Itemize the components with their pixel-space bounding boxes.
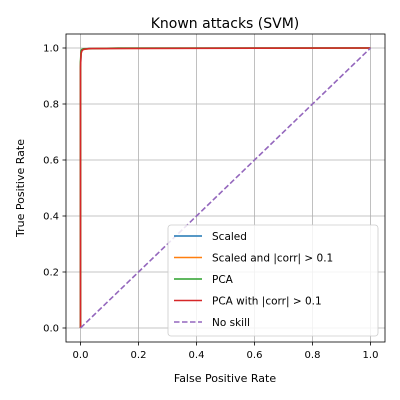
series-line-4 xyxy=(79,47,371,328)
x-tick-label: 0.8 xyxy=(305,350,321,361)
x-tick-label: 1.0 xyxy=(363,350,379,361)
x-axis-label: False Positive Rate xyxy=(174,372,276,385)
y-tick-label: 0.0 xyxy=(43,324,59,335)
chart-title: Known attacks (SVM) xyxy=(151,16,300,32)
legend-label-1: Scaled xyxy=(212,231,247,243)
x-tick-label: 0.6 xyxy=(247,350,263,361)
y-tick-label: 0.2 xyxy=(43,268,59,279)
y-axis-label: True Positive Rate xyxy=(14,139,27,238)
y-tick-label: 1.0 xyxy=(43,44,59,55)
x-tick-label: 0.4 xyxy=(189,350,205,361)
y-tick-label: 0.4 xyxy=(43,212,59,223)
legend-label-4: PCA with |corr| > 0.1 xyxy=(212,296,322,308)
series-lines xyxy=(79,47,372,329)
legend-label-5: No skill xyxy=(212,317,250,329)
y-tick-label: 0.8 xyxy=(43,100,59,111)
x-tick-label: 0.0 xyxy=(73,350,89,361)
ticks: 0.0 0.2 0.4 0.6 0.8 1.0 0.0 0.2 0.4 0.6 0.8 1.0 xyxy=(43,44,378,362)
y-tick-label: 0.6 xyxy=(43,156,59,167)
legend-label-3: PCA xyxy=(212,274,234,286)
x-tick-label: 0.2 xyxy=(131,350,147,361)
series-line-5 xyxy=(79,47,372,329)
legend: Scaled Scaled and |corr| > 0.1 PCA PCA with… xyxy=(167,224,379,337)
plot-frame xyxy=(65,33,386,343)
legend-label-2: Scaled and |corr| > 0.1 xyxy=(212,253,333,265)
legend-box xyxy=(167,224,379,337)
